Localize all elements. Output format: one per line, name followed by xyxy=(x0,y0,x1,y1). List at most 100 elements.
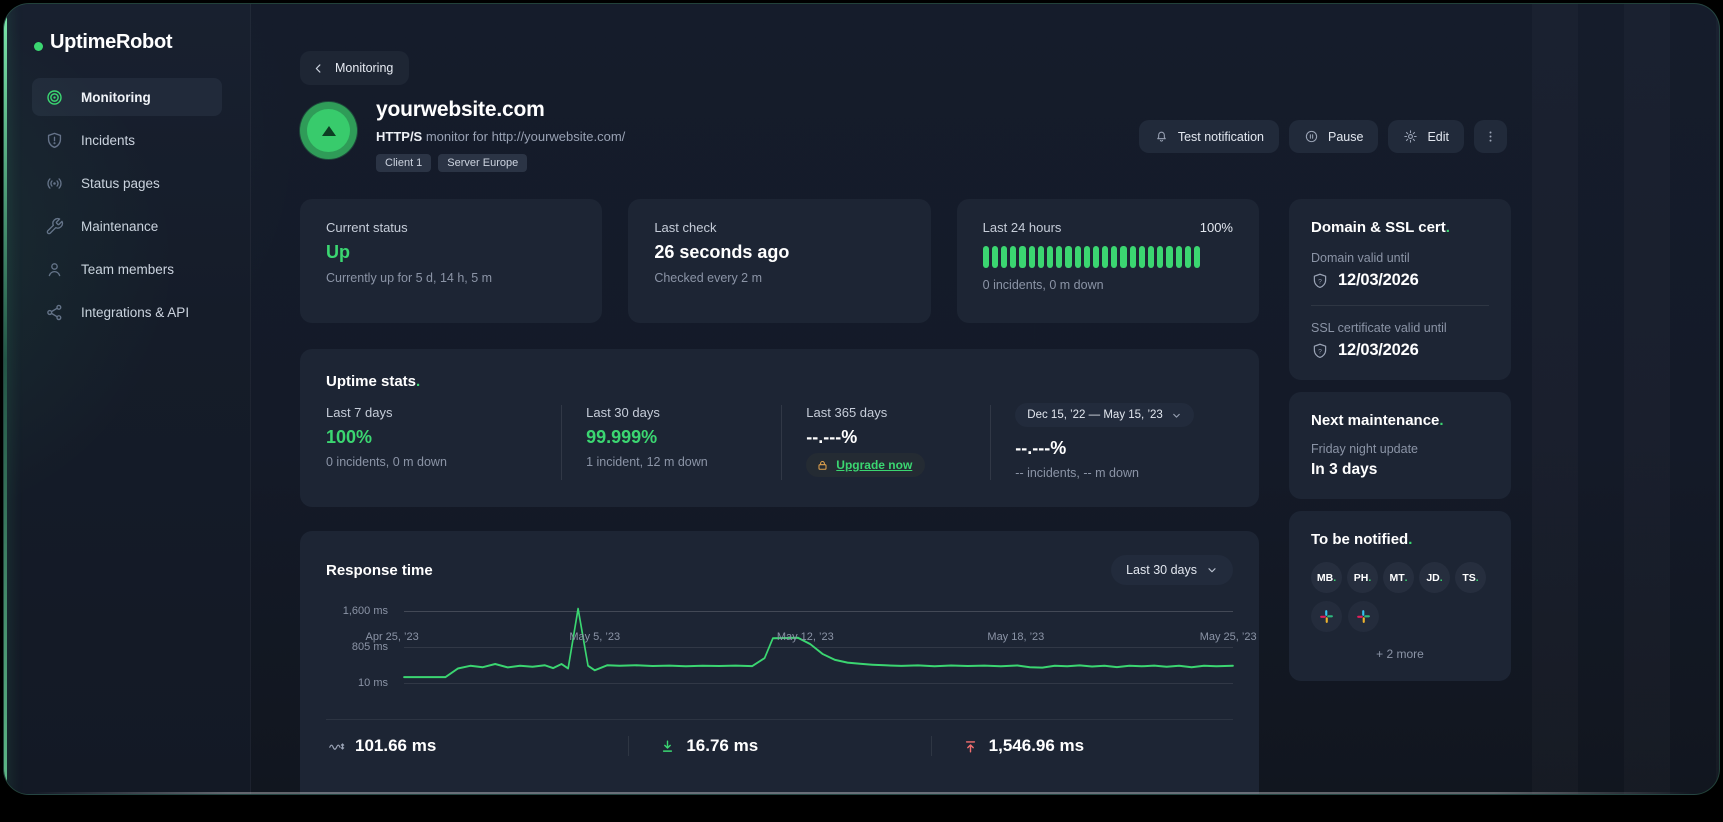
chart-line-series xyxy=(403,607,1234,679)
x-tick-label: May 12, ’23 xyxy=(776,631,834,643)
status-cards-row: Current status Up Currently up for 5 d, … xyxy=(300,199,1259,323)
sidebar-item-monitoring[interactable]: Monitoring xyxy=(32,78,222,116)
gridline xyxy=(404,611,1233,612)
avatar-accent-dot: . xyxy=(1368,571,1372,584)
date-range-dropdown[interactable]: Dec 15, ’22 — May 15, ’23 xyxy=(1015,403,1194,427)
current-status-value: Up xyxy=(326,242,350,262)
uptime-bar xyxy=(1074,246,1081,268)
last-check-card: Last check 26 seconds ago Checked every … xyxy=(628,199,931,323)
avatar[interactable]: TS. xyxy=(1455,562,1486,593)
avatar-accent-dot: . xyxy=(1475,571,1479,584)
response-range-dropdown[interactable]: Last 30 days xyxy=(1111,555,1233,585)
uptime-col-value: 100% xyxy=(326,427,373,447)
up-arrow-icon xyxy=(321,125,336,136)
slack-integration-chip[interactable] xyxy=(1311,601,1342,632)
broadcast-icon xyxy=(47,177,62,189)
response-time-card: Response time Last 30 days 1,600 ms 805 … xyxy=(300,531,1259,794)
last-24h-percent: 100% xyxy=(1199,220,1233,235)
header-actions: Test notification Pause Edit xyxy=(1138,120,1507,172)
avatar[interactable]: JD. xyxy=(1419,562,1450,593)
title-accent-dot: . xyxy=(1439,412,1444,429)
avatar[interactable]: MB. xyxy=(1311,562,1342,593)
back-button-label: Monitoring xyxy=(335,61,394,75)
uptime-bar xyxy=(1129,246,1136,268)
sidebar-item-maintenance[interactable]: Maintenance xyxy=(32,207,222,245)
uptime-col-custom-range: Dec 15, ’22 — May 15, ’23 --.---% -- inc… xyxy=(990,403,1259,480)
integrations-icon xyxy=(47,304,62,320)
uptime-bar xyxy=(1001,246,1008,268)
title-accent-dot: . xyxy=(416,373,421,390)
back-button[interactable]: Monitoring xyxy=(300,51,410,85)
x-tick-label: May 18, ’23 xyxy=(987,631,1045,643)
upgrade-now-link[interactable]: Upgrade now xyxy=(806,453,926,477)
divider xyxy=(1311,305,1489,306)
avatar-initials: JD xyxy=(1426,571,1440,584)
uptime-col-365-days: Last 365 days --.---% Upgrade now xyxy=(781,405,990,480)
main-content: Monitoring yourwebsite.com HTTP/S monito… xyxy=(251,4,1719,794)
sidebar-item-label: Monitoring xyxy=(81,89,151,105)
uptime-bar xyxy=(1111,246,1118,268)
avatar-accent-dot: . xyxy=(1439,571,1443,584)
slack-integration-chip[interactable] xyxy=(1348,601,1379,632)
edit-button[interactable]: Edit xyxy=(1388,120,1464,153)
domain-ssl-card: Domain & SSL cert. Domain valid until ? … xyxy=(1289,199,1511,380)
uptime-bar xyxy=(1138,246,1146,268)
avatar[interactable]: PH. xyxy=(1347,562,1378,593)
sidebar-item-incidents[interactable]: Incidents xyxy=(32,121,222,159)
gear-icon xyxy=(1404,130,1418,143)
status-up-indicator xyxy=(300,102,357,159)
sidebar-nav: Monitoring Incidents Status pages Mainte… xyxy=(4,78,250,331)
maximum-response-stat: 1,546.96 ms xyxy=(930,736,1233,756)
wrench-icon xyxy=(46,217,64,234)
tag-client: Client 1 xyxy=(376,154,432,172)
title-accent-dot: . xyxy=(1445,219,1450,236)
user-icon xyxy=(48,262,61,276)
target-icon xyxy=(47,89,62,105)
more-options-button[interactable] xyxy=(1474,120,1507,153)
more-notified-link[interactable]: + 2 more xyxy=(1376,647,1424,661)
uptime-col-value: --.---% xyxy=(1015,438,1067,458)
avatar-initials: PH xyxy=(1353,571,1369,584)
uptime-bar xyxy=(991,246,999,268)
y-tick-label: 10 ms xyxy=(358,677,388,689)
right-panel: Domain & SSL cert. Domain valid until ? … xyxy=(1289,199,1511,693)
title-accent-dot: . xyxy=(1408,531,1413,548)
pause-button[interactable]: Pause xyxy=(1289,120,1379,153)
card-note: Checked every 2 m xyxy=(654,271,763,285)
uptime-bar xyxy=(1120,246,1127,268)
x-tick-label: Apr 25, ’23 xyxy=(365,631,419,643)
sidebar-item-status-pages[interactable]: Status pages xyxy=(32,164,222,202)
sidebar-item-integrations-api[interactable]: Integrations & API xyxy=(32,293,222,331)
svg-text:?: ? xyxy=(1318,348,1322,355)
y-tick-label: 805 ms xyxy=(351,641,388,653)
card-label: Last check xyxy=(654,220,717,235)
to-be-notified-card: To be notified. MB. PH. MT. JD. TS. + 2 … xyxy=(1289,511,1511,681)
uptime-bar xyxy=(1148,246,1155,268)
test-notification-button[interactable]: Test notification xyxy=(1138,120,1279,153)
avatar-accent-dot: . xyxy=(1333,571,1337,584)
domain-ssl-title: Domain & SSL cert. xyxy=(1311,219,1450,236)
uptime-bar xyxy=(982,246,989,268)
y-tick-label: 1,600 ms xyxy=(342,605,388,617)
monitor-subtitle: HTTP/S monitor for http://yourwebsite.co… xyxy=(376,129,625,144)
tag-server: Server Europe xyxy=(438,154,528,172)
avatar[interactable]: MT. xyxy=(1383,562,1414,593)
arrow-up-max-icon xyxy=(965,740,975,753)
card-note: Currently up for 5 d, 14 h, 5 m xyxy=(326,271,493,285)
avatar-initials: MB xyxy=(1316,571,1334,584)
sidebar-item-label: Team members xyxy=(81,261,175,277)
sidebar-item-label: Status pages xyxy=(81,175,160,191)
uptime-bar xyxy=(1175,246,1182,268)
uptime-stats-columns: Last 7 days 100% 0 incidents, 0 m down L… xyxy=(326,403,1259,480)
domain-valid-value: 12/03/2026 xyxy=(1338,271,1419,289)
last-check-value: 26 seconds ago xyxy=(654,242,790,262)
minimum-response-value: 16.76 ms xyxy=(686,736,759,755)
uptime-bar xyxy=(1193,246,1201,268)
chart-x-axis: Apr 25, ’23 May 5, ’23 May 12, ’23 May 18, … xyxy=(365,631,1259,647)
sidebar-item-team-members[interactable]: Team members xyxy=(32,250,222,288)
sidebar-item-label: Maintenance xyxy=(81,218,159,234)
shield-question-icon: ? xyxy=(1313,273,1327,288)
response-time-chart: 1,600 ms 805 ms 10 ms xyxy=(326,595,1234,691)
uptime-stats-card: Uptime stats. Last 7 days 100% 0 inciden… xyxy=(300,349,1259,507)
uptime-col-value: --.---% xyxy=(806,427,858,447)
